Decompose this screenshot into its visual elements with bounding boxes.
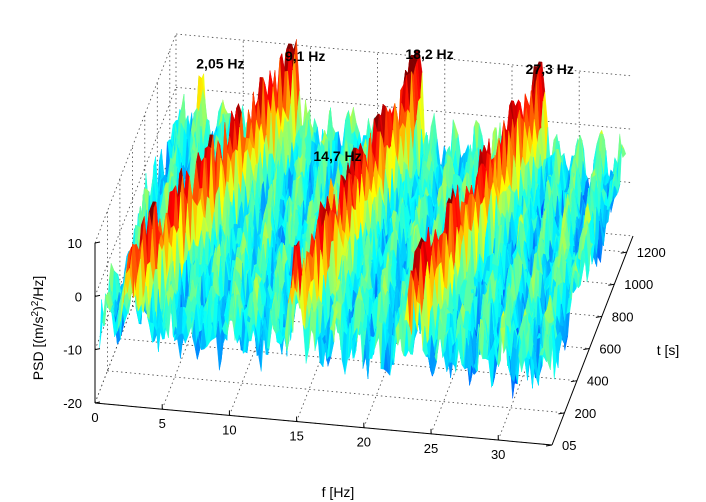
grid-line [107, 370, 565, 414]
grid-line [497, 230, 580, 441]
grid-line [94, 140, 177, 350]
grid-line [161, 200, 244, 410]
grid-line [94, 33, 177, 244]
grid-line [94, 193, 177, 404]
grid-line [229, 206, 311, 416]
grid-line [94, 87, 177, 297]
grid-line [296, 212, 378, 422]
axes-grid [94, 33, 634, 446]
psd-surface [99, 39, 627, 399]
grid-line [363, 218, 446, 428]
grid-line [430, 224, 513, 435]
